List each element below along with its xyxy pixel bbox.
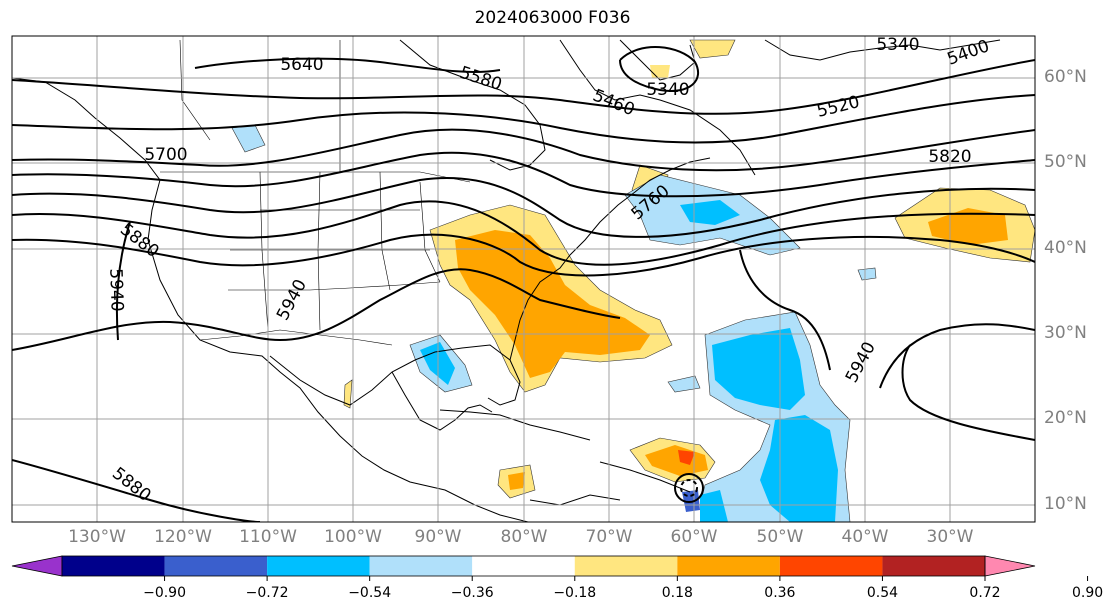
height-contours xyxy=(12,46,1035,522)
contour-label: 5340 xyxy=(646,80,689,100)
map-title: 2024063000 F036 xyxy=(474,8,631,28)
colorbar-segment xyxy=(472,556,575,576)
colorbar-tick-label: −0.36 xyxy=(450,585,494,601)
contour-label: 5820 xyxy=(928,147,971,167)
coastlines xyxy=(12,39,1001,522)
colorbar-segment xyxy=(677,556,780,576)
contour-label: 5640 xyxy=(280,55,323,75)
colorbar-tick-label: −0.54 xyxy=(348,585,392,601)
latitude-label: 40°N xyxy=(1044,238,1087,258)
low-center xyxy=(674,473,704,503)
colorbar-tick-label: −0.72 xyxy=(245,585,289,601)
colorbar-segment xyxy=(779,556,883,576)
latitude-label: 60°N xyxy=(1044,67,1087,87)
longitude-label: 40°W xyxy=(841,527,889,547)
longitude-label: 130°W xyxy=(68,527,126,547)
colorbar-tick-label: 0.72 xyxy=(969,585,1001,601)
longitude-label: 90°W xyxy=(414,527,462,547)
longitude-label: 50°W xyxy=(756,527,804,547)
colorbar-tick-label: −0.18 xyxy=(553,585,597,601)
latitude-label: 10°N xyxy=(1044,494,1087,514)
map-frame xyxy=(11,35,1036,523)
colorbar xyxy=(11,555,1089,581)
longitude-label: 80°W xyxy=(500,527,548,547)
colorbar-segment xyxy=(574,556,678,576)
longitude-label: 70°W xyxy=(585,527,633,547)
colorbar-extend-high xyxy=(984,555,1036,577)
contour-label: 5700 xyxy=(144,145,187,165)
colorbar-tick-label: 0.90 xyxy=(1071,585,1104,601)
longitude-label: 110°W xyxy=(239,527,297,547)
latitude-label: 50°N xyxy=(1044,152,1087,172)
positive-anomaly-areas xyxy=(343,39,1035,499)
colorbar-segment xyxy=(62,556,165,576)
colorbar-frame xyxy=(61,555,986,577)
longitude-label: 30°W xyxy=(926,527,974,547)
longitude-label: 60°W xyxy=(670,527,718,547)
latitude-label: 30°N xyxy=(1044,323,1087,343)
lat-lon-grid xyxy=(12,36,1035,522)
contour-label: 5340 xyxy=(876,35,919,55)
negative-anomaly-areas xyxy=(231,124,877,522)
colorbar-segment xyxy=(882,556,985,576)
colorbar-segment xyxy=(369,556,473,576)
colorbar-tick-label: −0.90 xyxy=(143,585,186,601)
colorbar-extend-low xyxy=(11,555,63,577)
colorbar-segment xyxy=(267,556,370,576)
colorbar-tick-label: 0.36 xyxy=(764,585,796,601)
colorbar-tick-label: 0.18 xyxy=(661,585,693,601)
longitude-label: 120°W xyxy=(154,527,212,547)
latitude-label: 20°N xyxy=(1044,408,1087,428)
longitude-label: 100°W xyxy=(324,527,382,547)
colorbar-segment xyxy=(164,556,268,576)
colorbar-tick-label: 0.54 xyxy=(866,585,899,601)
contour-label: 5940 xyxy=(105,268,126,312)
